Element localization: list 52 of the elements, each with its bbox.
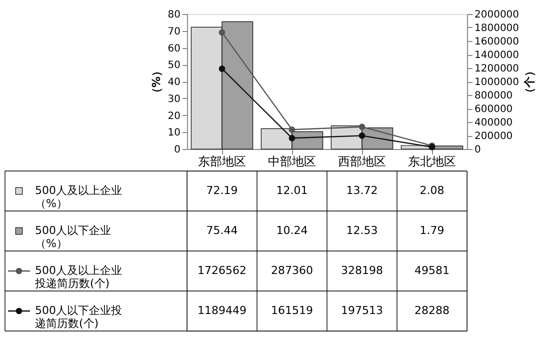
data-label: 10.24 bbox=[276, 224, 308, 237]
y-tick-label: 60 bbox=[168, 43, 180, 54]
y2-tick-label: 0 bbox=[474, 144, 481, 156]
data-label: 287360 bbox=[271, 264, 313, 277]
y2-tick-label: 1200000 bbox=[474, 64, 520, 74]
y-tick-label: 70 bbox=[168, 26, 180, 38]
data-label: 75.44 bbox=[206, 224, 238, 237]
data-label: 328198 bbox=[341, 264, 383, 277]
y2-tick-label: 800000 bbox=[474, 90, 513, 102]
y2-tick-label: 400000 bbox=[474, 118, 513, 128]
data-label: 161519 bbox=[271, 304, 313, 317]
y2-tick-label: 600000 bbox=[474, 104, 513, 115]
point bbox=[288, 126, 296, 133]
point bbox=[358, 132, 366, 139]
y-tick-label: 40 bbox=[168, 77, 180, 88]
x-tick-label: 中部地区 bbox=[268, 154, 316, 168]
data-label: 13.72 bbox=[346, 184, 378, 197]
data-label: 12.53 bbox=[346, 224, 378, 237]
x-tick-label: 西部地区 bbox=[338, 154, 386, 168]
y2-axis-title: （个） bbox=[523, 66, 536, 98]
y-tick-label: 80 bbox=[168, 10, 180, 20]
data-label: 2.08 bbox=[420, 184, 444, 197]
point bbox=[358, 124, 366, 130]
y2-tick-label: 200000 bbox=[474, 131, 513, 142]
y-axis-title: （%） bbox=[150, 65, 163, 99]
y2-tick-label: 2000000 bbox=[474, 10, 520, 20]
data-label: 12.01 bbox=[276, 184, 308, 197]
x-tick-label: 东北地区 bbox=[408, 154, 456, 168]
point bbox=[218, 66, 226, 72]
legend-label: 500人及以上企业投递简历数(个) bbox=[34, 264, 122, 290]
x-tick-label: 东部地区 bbox=[198, 154, 246, 168]
y-tick-label: 30 bbox=[168, 94, 180, 105]
point bbox=[288, 134, 296, 142]
data-label: 1.79 bbox=[420, 224, 444, 237]
data-label: 28288 bbox=[414, 304, 450, 317]
y2-tick-label: 1000000 bbox=[474, 77, 520, 88]
y2-tick-label: 1400000 bbox=[474, 50, 520, 61]
y2-tick-label: 1600000 bbox=[474, 36, 520, 48]
legend-label: 500人以下企业投递简历数(个) bbox=[35, 304, 122, 330]
data-label: 197513 bbox=[341, 304, 383, 317]
data-label: 1189449 bbox=[198, 304, 246, 317]
y-tick-label: 10 bbox=[168, 128, 180, 139]
data-label: 72.19 bbox=[206, 184, 238, 197]
data-label: 1726562 bbox=[198, 264, 246, 277]
y-tick-label: 50 bbox=[168, 60, 180, 72]
y-tick-label: 0 bbox=[174, 144, 180, 156]
legend-label: 500人及以上企业（%） bbox=[35, 184, 122, 210]
data-label: 49581 bbox=[414, 264, 450, 277]
legend-label: 500人以下企业（%） bbox=[35, 224, 111, 250]
y-tick-label: 20 bbox=[168, 110, 180, 122]
point bbox=[218, 29, 226, 36]
y2-tick-label: 1800000 bbox=[474, 23, 520, 34]
